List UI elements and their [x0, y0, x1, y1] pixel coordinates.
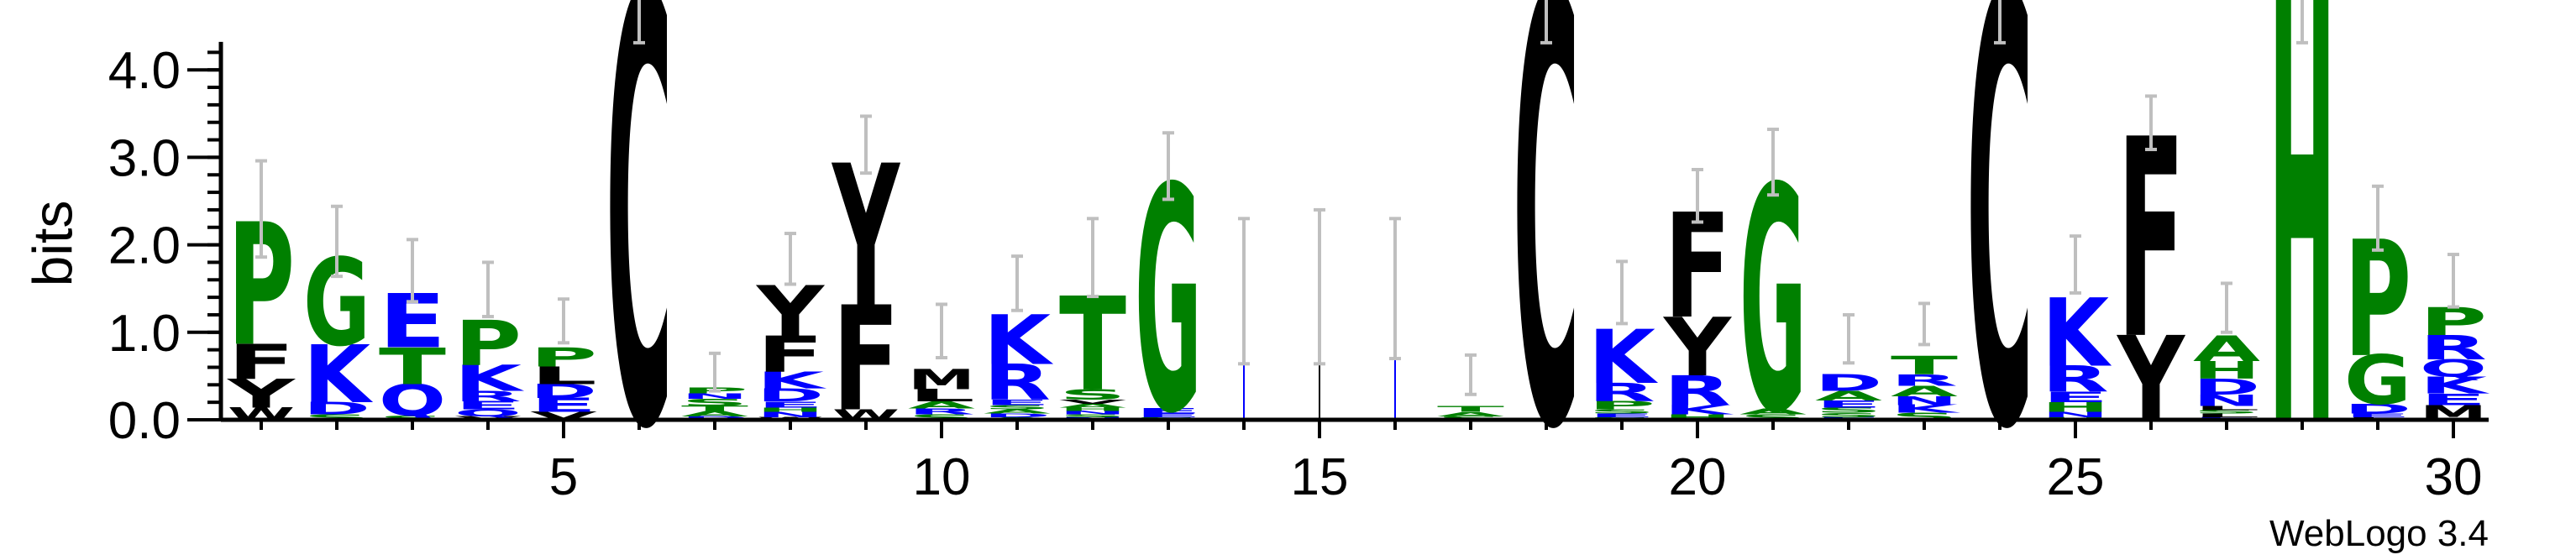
y-tick-label: 4.0 [108, 42, 181, 100]
x-tick-label: 5 [549, 448, 578, 506]
x-axis: 5 10 15 20 25 30 [221, 417, 2489, 506]
error-bar-20 [1692, 167, 1703, 224]
letter-K [2042, 278, 2113, 388]
stack-position-18 [1513, 0, 1580, 559]
error-bar-12 [1087, 217, 1099, 299]
y-tick-label: 2.0 [108, 217, 181, 275]
letter-A [2193, 329, 2260, 370]
x-tick-label: 15 [1291, 448, 1349, 506]
stack-position-25 [2042, 278, 2113, 421]
letter-K [1588, 314, 1659, 401]
stack-position-4 [454, 307, 525, 421]
error-bar-15 [1314, 207, 1325, 366]
stack-position-10 [908, 364, 975, 422]
error-bar-6 [633, 0, 645, 44]
error-bar-9 [860, 114, 872, 175]
y-tick-label: 3.0 [108, 129, 181, 187]
weblogo-version-label: WebLogo 3.4 [2269, 513, 2489, 554]
x-tick-label: 20 [1669, 448, 1727, 506]
error-bar-14 [1238, 217, 1250, 366]
error-bar-10 [936, 302, 947, 360]
error-bars [255, 0, 2459, 396]
stack-position-30 [2420, 300, 2491, 425]
error-bar-11 [1011, 254, 1023, 312]
letter-T [1891, 351, 1958, 381]
error-bar-21 [1767, 128, 1779, 197]
y-axis-title: bits [21, 201, 83, 287]
x-tick-label: 25 [2047, 448, 2105, 506]
error-bar-28 [2296, 0, 2308, 44]
error-bar-5 [558, 297, 569, 345]
stack-position-27 [2193, 329, 2260, 421]
stack-position-22 [1815, 370, 1883, 421]
stack-position-6 [606, 0, 673, 559]
letter-H [2269, 0, 2336, 559]
stack-position-28 [2269, 0, 2336, 559]
error-bar-23 [1918, 301, 1930, 347]
y-tick-label: 0.0 [108, 392, 181, 450]
x-tick-label: 10 [913, 448, 971, 506]
error-bar-27 [2221, 281, 2232, 334]
letter-D [1815, 370, 1882, 397]
error-bar-4 [482, 260, 494, 319]
error-bar-30 [2447, 253, 2459, 309]
letter-C [1966, 0, 2033, 559]
error-bar-18 [1540, 0, 1552, 44]
error-bar-29 [2372, 184, 2384, 252]
stack-position-5 [530, 342, 599, 423]
stack-position-11 [984, 301, 1054, 421]
error-bar-8 [784, 232, 796, 286]
letter-P [530, 342, 597, 374]
error-bar-17 [1465, 353, 1477, 396]
error-bar-3 [407, 238, 418, 304]
letter-T [1437, 404, 1505, 415]
error-bar-19 [1616, 259, 1628, 326]
error-bar-24 [1994, 0, 2006, 44]
x-tick-label: 30 [2425, 448, 2483, 506]
letter-M [908, 364, 975, 396]
y-tick-label: 1.0 [108, 305, 181, 363]
letter-C [606, 0, 673, 559]
error-bar-22 [1843, 312, 1855, 365]
letter-C [1513, 0, 1580, 559]
stack-position-19 [1588, 314, 1659, 421]
error-bar-25 [2070, 234, 2081, 295]
stack-position-24 [1966, 0, 2033, 559]
letter-K [984, 301, 1054, 381]
y-axis: 0.0 1.0 2.0 3.0 4.0 [108, 41, 223, 450]
error-bar-2 [331, 204, 343, 279]
stack-position-8 [755, 271, 828, 421]
stack-position-23 [1891, 351, 1962, 422]
error-bar-13 [1162, 131, 1174, 201]
error-bar-26 [2145, 94, 2157, 152]
error-bar-7 [709, 351, 721, 393]
error-bar-16 [1389, 217, 1401, 361]
error-bar-1 [255, 159, 267, 259]
